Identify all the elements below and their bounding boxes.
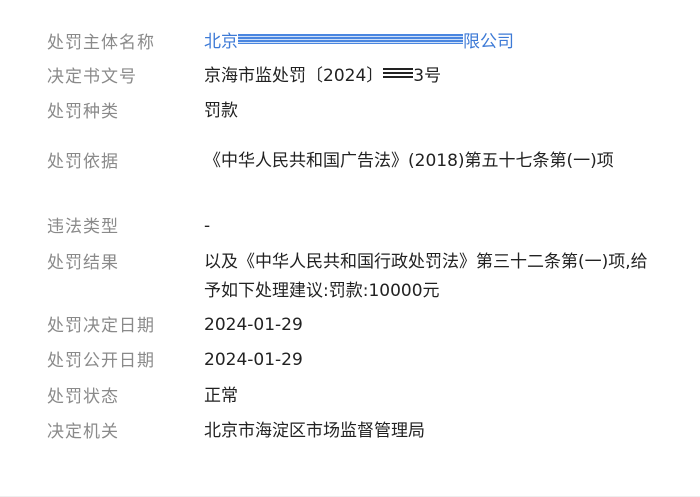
value: 2024-01-29: [204, 350, 303, 370]
value: 北京市海淀区市场监督管理局: [204, 421, 425, 441]
subject-link[interactable]: 北京 限公司: [204, 32, 514, 52]
value: -: [204, 216, 211, 236]
label: 违法类型: [47, 217, 119, 237]
label: 决定书文号: [47, 67, 137, 87]
redaction-scribble: [383, 68, 414, 78]
label: 处罚决定日期: [47, 316, 155, 336]
value: 正常: [204, 386, 238, 406]
value: 以及《中华人民共和国行政处罚法》第三十二条第(一)项,给予如下处理建议:罚款:1…: [204, 252, 648, 301]
value: 京海市监处罚〔2024〕 3号: [204, 66, 442, 86]
label: 处罚种类: [47, 102, 119, 122]
label: 决定机关: [47, 422, 119, 442]
value: 罚款: [204, 101, 238, 121]
value: 《中华人民共和国广告法》(2018)第五十七条第(一)项: [204, 151, 614, 171]
label: 处罚公开日期: [47, 351, 155, 371]
label: 处罚结果: [47, 253, 119, 273]
label: 处罚依据: [47, 152, 119, 172]
label: 处罚状态: [47, 387, 119, 407]
value: 2024-01-29: [204, 315, 303, 335]
redaction-scribble: [238, 34, 463, 44]
label: 处罚主体名称: [47, 33, 155, 53]
